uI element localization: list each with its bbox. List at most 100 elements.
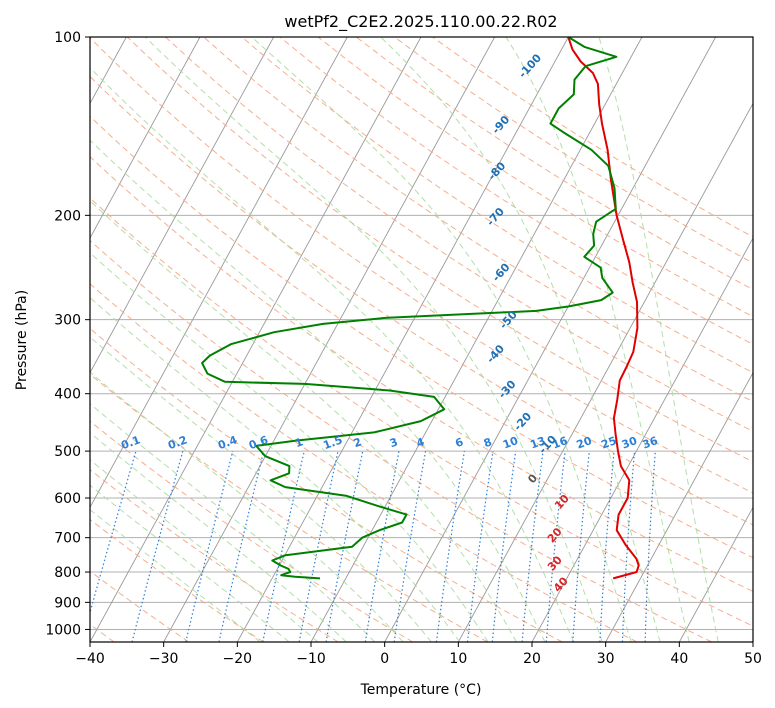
x-tick-label: −40 (75, 651, 105, 667)
mixing-ratio-line (393, 450, 427, 642)
profile-lines (201, 37, 640, 580)
mixing-ratio-line (491, 451, 517, 642)
isotherm-label: 0 (525, 471, 540, 486)
x-tick-label: −30 (149, 651, 179, 667)
isotherm-line (90, 37, 348, 509)
isotherm-label: -70 (484, 205, 507, 229)
mixing-ratio-label: 25 (599, 434, 618, 451)
moist-adiabat-line (90, 297, 461, 642)
isotherm-line (752, 641, 753, 642)
x-tick-label: −10 (296, 651, 326, 667)
dry-adiabat-line (90, 75, 753, 526)
moist-adiabat-line (505, 37, 690, 642)
y-tick-label: 400 (54, 387, 81, 403)
mixing-ratio-line (298, 450, 339, 642)
plot-frame (89, 36, 754, 643)
y-tick-label: 900 (54, 595, 81, 611)
y-tick-label: 700 (54, 531, 81, 547)
mixing-ratio-label: 4 (415, 435, 427, 450)
moist-adiabat-line (90, 484, 290, 642)
mixing-ratio-label: 20 (575, 434, 594, 452)
y-tick-label: 800 (54, 565, 81, 581)
mixing-ratio-line (572, 451, 590, 642)
mixing-ratio-line (185, 450, 234, 642)
mixing-ratio-label: 0.4 (216, 433, 239, 452)
y-tick-label: 100 (54, 30, 81, 46)
dry-adiabat-line (90, 327, 563, 642)
mixing-ratio-line (521, 451, 544, 642)
mixing-ratio-line (90, 450, 137, 615)
dry-adiabat-line (165, 37, 753, 432)
mixing-ratio-line (262, 450, 305, 642)
mixing-ratio-label: 0.2 (166, 433, 189, 452)
dry-adiabat-line (203, 37, 753, 403)
dry-adiabat-line (90, 420, 414, 642)
moist-adiabat-line (144, 37, 603, 642)
x-tick-label: 0 (380, 651, 389, 667)
y-axis-label: Pressure (hPa) (14, 290, 30, 390)
y-tick-label: 200 (54, 208, 81, 224)
mixing-ratio-line (131, 450, 184, 642)
x-tick-label: 50 (744, 651, 762, 667)
dry-adiabat-line (90, 239, 712, 642)
isotherm-label: -30 (496, 377, 519, 401)
thermo-lines (90, 37, 753, 642)
mixing-ratio-line (218, 450, 265, 642)
isotherm-label: -90 (489, 113, 512, 137)
mixing-ratio-line (466, 451, 494, 642)
y-axis-ticks: 100 200 300 400 500 600 700 800 900 1000 (45, 30, 90, 638)
isotherm-line (384, 37, 717, 642)
moist-adiabat-line (90, 336, 432, 642)
mixing-ratio-label: 0.1 (119, 433, 142, 452)
isotherm-label: -40 (484, 342, 507, 366)
dry-adiabat-line (90, 156, 753, 592)
x-tick-label: 10 (449, 651, 467, 667)
mixing-ratio-line (545, 451, 566, 642)
mixing-ratio-label: 2 (352, 435, 364, 450)
moist-adiabat-line (90, 252, 489, 642)
mixing-ratio-line (435, 451, 465, 642)
isotherm-line (90, 37, 201, 239)
isotherm-line (457, 102, 753, 642)
isotherm-line (678, 506, 753, 642)
mixing-ratio-label: 13 (528, 434, 547, 451)
isotherm-label: 40 (551, 574, 571, 594)
dry-adiabat-line (394, 37, 753, 264)
y-tick-label: 1000 (45, 622, 81, 638)
y-tick-label: 600 (54, 491, 81, 507)
dry-adiabat-line (90, 283, 638, 642)
x-tick-label: 30 (597, 651, 615, 667)
dry-adiabat-line (241, 37, 753, 374)
isotherm-line (163, 37, 496, 642)
mixing-ratio-label: 0.6 (247, 433, 270, 452)
isotherm-line (531, 237, 753, 642)
isotherm-label: -60 (490, 260, 513, 284)
mixing-ratio-label: 1.5 (321, 433, 344, 452)
moist-adiabat-line (90, 432, 347, 642)
moist-adiabat-line (90, 139, 546, 642)
moist-adiabat-line (251, 37, 632, 642)
mixing-ratio-label: 30 (620, 434, 639, 452)
moist-adiabat-line (90, 509, 261, 642)
x-tick-label: 40 (670, 651, 688, 667)
isotherm-line (90, 37, 275, 374)
x-tick-label: −20 (223, 651, 253, 667)
dewpoint-profile (201, 37, 618, 580)
y-tick-label: 300 (54, 313, 81, 329)
dry-adiabat-line (90, 518, 264, 642)
moist-adiabat-line (380, 37, 661, 642)
isotherm-label: 30 (545, 553, 565, 573)
dry-adiabat-line (90, 373, 488, 642)
y-tick-label: 500 (54, 444, 81, 460)
temperature-profile (567, 37, 640, 580)
dry-adiabat-line (90, 570, 190, 642)
isotherm-label: -100 (516, 51, 544, 80)
x-tick-label: 20 (523, 651, 541, 667)
dry-adiabat-line (355, 37, 753, 291)
dry-adiabat-line (90, 197, 753, 627)
moist-adiabat-line (90, 371, 404, 642)
dry-adiabat-line (317, 37, 753, 318)
isotherm-line (605, 371, 753, 642)
isotherm-label: -80 (485, 159, 508, 183)
